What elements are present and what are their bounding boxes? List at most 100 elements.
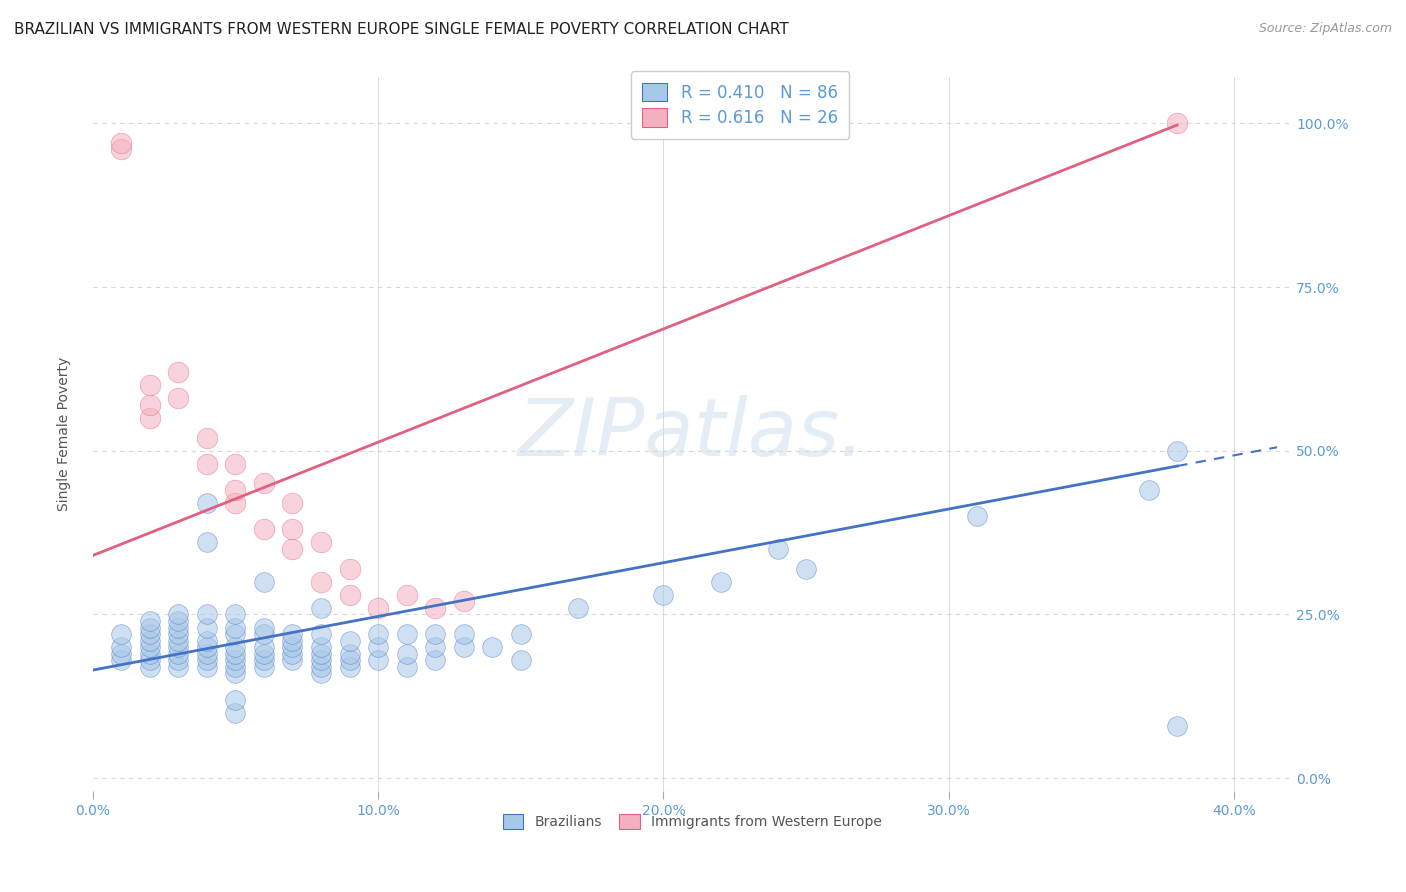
Point <box>224 627 246 641</box>
Point <box>139 411 162 425</box>
Point <box>453 594 475 608</box>
Point <box>195 640 218 655</box>
Point <box>367 600 389 615</box>
Point <box>309 653 332 667</box>
Point <box>367 653 389 667</box>
Y-axis label: Single Female Poverty: Single Female Poverty <box>58 357 72 511</box>
Point <box>139 398 162 412</box>
Point <box>367 627 389 641</box>
Point <box>224 607 246 622</box>
Point <box>339 647 361 661</box>
Point <box>309 600 332 615</box>
Point <box>453 627 475 641</box>
Point <box>110 653 132 667</box>
Point <box>281 647 304 661</box>
Point <box>195 431 218 445</box>
Point <box>195 496 218 510</box>
Point <box>195 653 218 667</box>
Text: BRAZILIAN VS IMMIGRANTS FROM WESTERN EUROPE SINGLE FEMALE POVERTY CORRELATION CH: BRAZILIAN VS IMMIGRANTS FROM WESTERN EUR… <box>14 22 789 37</box>
Point <box>167 640 190 655</box>
Point <box>224 660 246 674</box>
Point <box>339 653 361 667</box>
Point <box>224 483 246 497</box>
Point <box>139 621 162 635</box>
Point <box>110 136 132 150</box>
Point <box>139 653 162 667</box>
Point <box>167 653 190 667</box>
Point <box>253 627 276 641</box>
Point <box>309 640 332 655</box>
Point <box>110 627 132 641</box>
Point <box>167 633 190 648</box>
Point <box>309 574 332 589</box>
Point <box>224 457 246 471</box>
Point <box>339 633 361 648</box>
Point <box>195 633 218 648</box>
Point <box>139 633 162 648</box>
Point <box>224 640 246 655</box>
Point <box>309 627 332 641</box>
Point <box>395 588 418 602</box>
Point <box>224 496 246 510</box>
Point <box>309 647 332 661</box>
Point <box>167 627 190 641</box>
Legend: Brazilians, Immigrants from Western Europe: Brazilians, Immigrants from Western Euro… <box>496 808 887 834</box>
Point <box>253 640 276 655</box>
Text: Source: ZipAtlas.com: Source: ZipAtlas.com <box>1258 22 1392 36</box>
Point <box>425 627 447 641</box>
Point <box>367 640 389 655</box>
Point <box>309 535 332 549</box>
Point <box>195 457 218 471</box>
Point <box>195 607 218 622</box>
Point <box>794 561 817 575</box>
Point <box>339 561 361 575</box>
Point <box>139 647 162 661</box>
Point <box>224 621 246 635</box>
Point <box>110 647 132 661</box>
Point <box>110 640 132 655</box>
Point <box>281 640 304 655</box>
Point <box>709 574 731 589</box>
Point <box>395 627 418 641</box>
Point <box>167 621 190 635</box>
Point <box>395 660 418 674</box>
Point <box>195 621 218 635</box>
Point <box>339 660 361 674</box>
Point <box>425 640 447 655</box>
Point <box>509 627 531 641</box>
Point <box>167 660 190 674</box>
Point <box>395 647 418 661</box>
Text: ZIPatlas.: ZIPatlas. <box>519 395 866 474</box>
Point <box>139 660 162 674</box>
Point <box>281 653 304 667</box>
Point <box>139 614 162 628</box>
Point <box>425 653 447 667</box>
Point <box>966 509 988 524</box>
Point <box>766 541 789 556</box>
Point <box>224 647 246 661</box>
Point <box>281 541 304 556</box>
Point <box>509 653 531 667</box>
Point <box>652 588 675 602</box>
Point <box>1137 483 1160 497</box>
Point <box>139 378 162 392</box>
Point <box>139 640 162 655</box>
Point <box>567 600 589 615</box>
Point <box>224 706 246 720</box>
Point <box>167 365 190 379</box>
Point <box>195 660 218 674</box>
Point <box>167 392 190 406</box>
Point <box>339 588 361 602</box>
Point <box>224 653 246 667</box>
Point <box>1166 719 1188 733</box>
Point <box>253 647 276 661</box>
Point <box>195 535 218 549</box>
Point <box>309 660 332 674</box>
Point <box>167 607 190 622</box>
Point <box>167 614 190 628</box>
Point <box>425 600 447 615</box>
Point <box>309 666 332 681</box>
Point <box>224 666 246 681</box>
Point <box>481 640 503 655</box>
Point <box>253 621 276 635</box>
